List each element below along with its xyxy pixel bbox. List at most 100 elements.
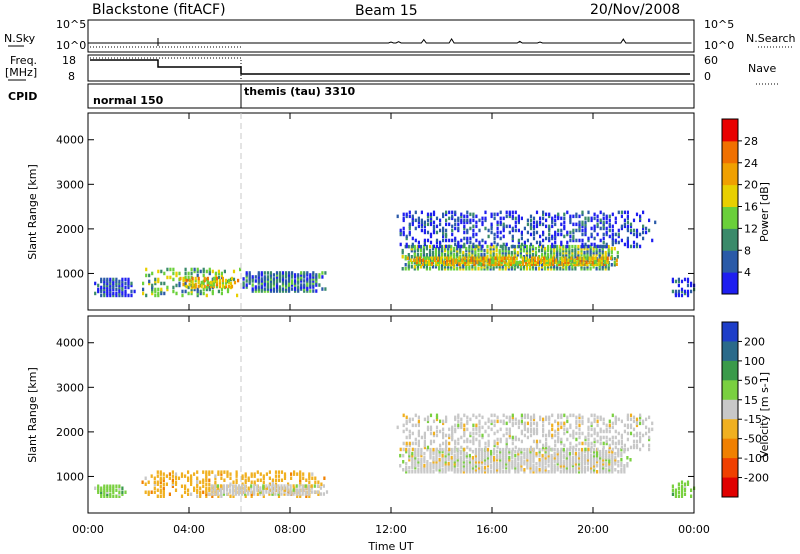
data-cell: [454, 441, 457, 446]
data-cell: [235, 488, 238, 492]
data-cell: [274, 492, 277, 496]
data-cell: [635, 232, 639, 237]
data-cell: [496, 441, 499, 446]
data-cell: [209, 282, 212, 287]
data-cell: [478, 425, 481, 430]
data-cell: [174, 482, 178, 486]
data-cell: [194, 282, 197, 287]
data-cell: [535, 439, 539, 444]
data-cell: [602, 458, 605, 462]
data-cell: [568, 244, 571, 249]
data-cell: [109, 492, 112, 496]
data-cell: [502, 458, 505, 462]
data-cell: [690, 281, 693, 286]
data-cell: [587, 425, 590, 430]
data-cell: [292, 492, 295, 496]
data-cell: [533, 262, 537, 266]
data-cell: [499, 419, 502, 424]
data-cell: [545, 212, 548, 217]
data-cell: [556, 267, 559, 271]
data-cell: [528, 244, 532, 249]
data-cell: [430, 260, 434, 264]
data-cell: [589, 253, 592, 257]
data-cell: [278, 289, 282, 293]
data-cell: [550, 462, 553, 466]
data-cell: [431, 265, 435, 269]
data-cell: [185, 278, 188, 283]
data-cell: [219, 488, 222, 492]
data-cell: [611, 460, 614, 464]
data-cell: [283, 474, 287, 478]
data-cell: [580, 451, 584, 456]
data-cell: [477, 470, 481, 474]
data-cell: [472, 413, 475, 418]
data-cell: [617, 439, 620, 444]
data-cell: [468, 468, 471, 472]
data-cell: [268, 492, 271, 496]
data-cell: [561, 260, 564, 264]
data-cell: [318, 283, 321, 287]
data-cell: [121, 281, 124, 286]
data-cell: [581, 238, 584, 243]
data-cell: [417, 449, 420, 454]
data-cell: [532, 230, 536, 235]
data-cell: [496, 468, 499, 472]
data-cell: [465, 460, 468, 464]
data-cell: [454, 439, 457, 444]
data-cell: [511, 449, 514, 454]
data-cell: [404, 263, 407, 267]
data-cell: [444, 253, 447, 257]
data-cell: [419, 265, 422, 269]
data-cell: [593, 242, 596, 247]
data-cell: [505, 456, 508, 460]
data-cell: [100, 279, 103, 284]
data-cell: [212, 282, 215, 287]
data-cell: [445, 419, 448, 424]
data-cell: [274, 478, 278, 482]
data-cell: [478, 228, 481, 233]
data-cell: [492, 265, 495, 269]
data-cell: [407, 263, 410, 267]
data-cell: [677, 490, 680, 494]
data-cell: [511, 451, 514, 456]
data-cell: [578, 222, 581, 227]
data-cell: [434, 263, 438, 267]
data-cell: [535, 224, 539, 229]
data-cell: [431, 246, 435, 251]
data-cell: [253, 492, 256, 496]
data-cell: [266, 281, 269, 285]
data-cell: [417, 468, 420, 472]
data-cell: [608, 423, 611, 428]
data-cell: [451, 425, 454, 430]
data-cell: [526, 447, 529, 452]
data-cell: [556, 255, 559, 259]
data-cell: [469, 220, 472, 225]
data-cell: [191, 282, 194, 287]
data-cell: [565, 460, 568, 464]
data-cell: [141, 480, 144, 484]
data-cell: [411, 456, 414, 460]
data-cell: [219, 484, 222, 488]
data-cell: [405, 419, 408, 424]
data-cell: [180, 474, 184, 478]
data-cell: [247, 478, 250, 482]
data-cell: [532, 232, 536, 237]
data-cell: [175, 271, 178, 276]
data-cell: [420, 462, 423, 466]
data-cell: [457, 423, 460, 428]
data-cell: [307, 484, 310, 488]
data-cell: [271, 488, 274, 492]
y-tick-label: 1000: [56, 470, 84, 483]
data-cell: [568, 466, 571, 470]
data-cell: [569, 234, 572, 239]
data-cell: [593, 468, 596, 472]
data-cell: [635, 212, 639, 217]
data-cell: [581, 212, 584, 217]
data-cell: [281, 275, 285, 279]
data-cell: [418, 258, 421, 262]
data-cell: [520, 456, 523, 460]
data-cell: [278, 287, 282, 291]
data-cell: [439, 419, 442, 424]
data-cell: [439, 218, 442, 223]
